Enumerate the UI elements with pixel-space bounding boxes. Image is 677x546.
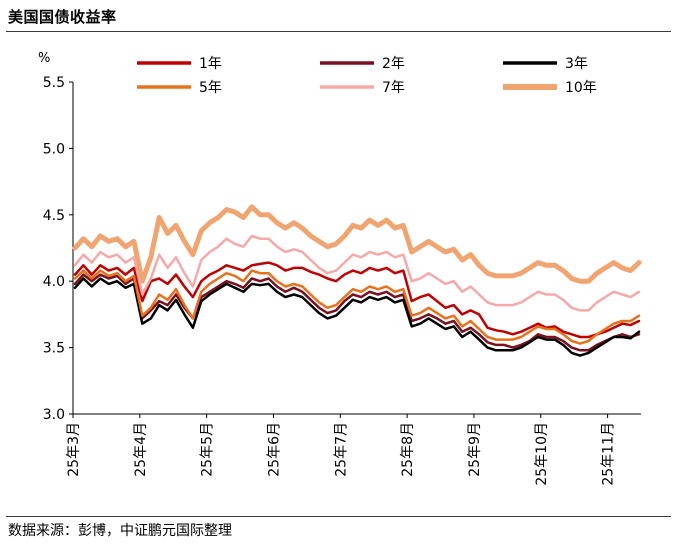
y-axis-unit: %	[38, 51, 50, 66]
series-line-2年	[73, 273, 641, 352]
legend-label: 2年	[382, 56, 405, 72]
x-tick-label: 25年7月	[333, 422, 349, 477]
chart-title: 美国国债收益率	[8, 8, 117, 26]
chart-series	[72, 204, 642, 357]
title-divider	[6, 31, 671, 32]
x-tick-label: 25年9月	[467, 422, 483, 477]
data-source-note: 数据来源：彭博，中证鹏元国际整理	[8, 523, 232, 539]
chart-legend: 1年 2年 3年 5年 7年 10年	[137, 56, 597, 96]
y-tick-label: 4.0	[43, 274, 65, 290]
x-tick-label: 25年10月	[534, 422, 550, 486]
legend-label: 10年	[565, 80, 597, 96]
legend-label: 7年	[382, 80, 405, 96]
legend-label: 1年	[199, 56, 222, 72]
x-tick-label: 25年6月	[266, 422, 282, 477]
x-tick-label: 25年11月	[601, 422, 617, 486]
series-line-1年	[73, 261, 641, 339]
x-tick-label: 25年3月	[66, 422, 82, 477]
x-tick-label: 25年4月	[133, 422, 149, 477]
series-line-7年	[73, 234, 641, 312]
y-tick-label: 5.5	[43, 75, 65, 91]
y-tick-label: 3.0	[43, 407, 65, 423]
source-divider	[6, 516, 671, 517]
series-line-10年	[72, 204, 642, 284]
legend-label: 5年	[199, 80, 222, 96]
series-line-5年	[73, 269, 641, 345]
y-tick-label: 5.0	[43, 141, 65, 157]
y-tick-label: 3.5	[43, 341, 65, 357]
chart-axes: 3.0 3.5 4.0 4.5 5.0 5.5% 25年3月 25年4月 25年5月 25年6月 2…	[38, 51, 641, 486]
series-line-3年	[73, 277, 641, 357]
legend-label: 3年	[565, 56, 588, 72]
x-tick-label: 25年8月	[400, 422, 416, 477]
yield-line-chart: 3.0 3.5 4.0 4.5 5.0 5.5% 25年3月 25年4月 25年5月 25年6月 2…	[38, 51, 642, 486]
x-tick-label: 25年5月	[200, 422, 216, 477]
y-tick-label: 4.5	[43, 208, 65, 224]
